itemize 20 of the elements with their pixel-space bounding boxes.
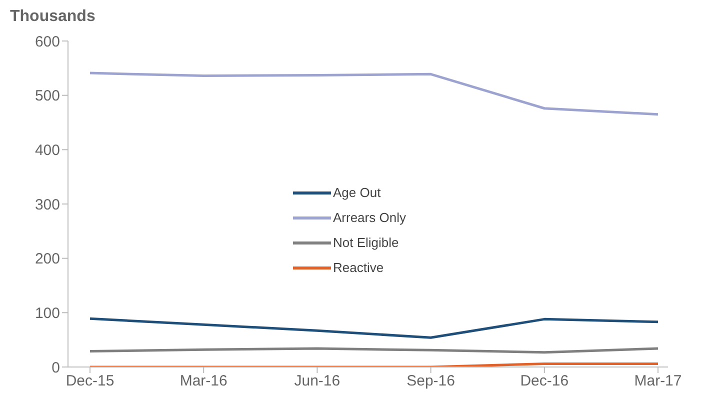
y-tick-label: 200: [34, 250, 60, 268]
x-tick-label: Dec-15: [66, 372, 114, 390]
x-tick-label: Dec-16: [520, 372, 569, 390]
y-tick-label: 100: [34, 304, 60, 322]
line-series: [88, 317, 660, 339]
y-tick-label: 400: [34, 142, 60, 159]
legend-label: Age Out: [333, 184, 381, 202]
legend-label: Not Eligible: [333, 234, 399, 252]
x-tick-label: Mar-16: [180, 372, 228, 390]
line-series: [88, 72, 660, 116]
y-tick-label: 500: [34, 88, 60, 105]
y-tick-label: 600: [34, 33, 60, 50]
x-tick-label: Mar-17: [634, 372, 682, 390]
y-tick-label: 300: [34, 196, 60, 214]
x-tick-label: Sep-16: [406, 372, 455, 390]
y-tick-label: 0: [52, 359, 60, 376]
legend-label: Arrears Only: [333, 209, 406, 227]
x-tick-label: Jun-16: [294, 372, 340, 390]
legend-label: Reactive: [333, 259, 384, 277]
y-axis-title: Thousands: [10, 8, 96, 26]
